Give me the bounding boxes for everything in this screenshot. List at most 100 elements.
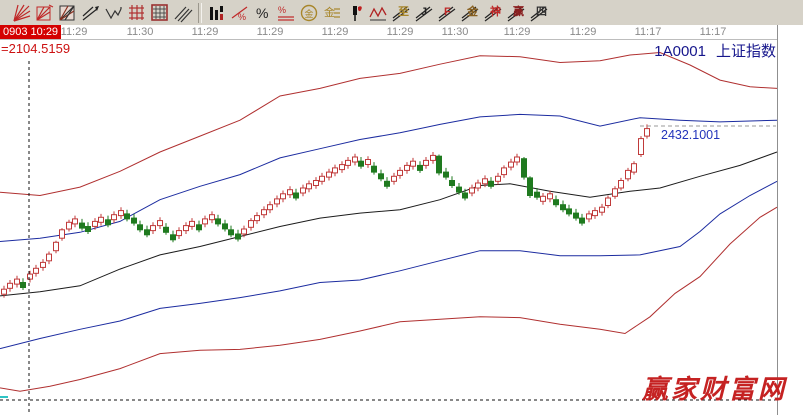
candle-body [625, 169, 631, 180]
candle-body [131, 217, 137, 224]
svg-text:金: 金 [305, 8, 314, 19]
candle-body [202, 218, 208, 225]
new-window-icon[interactable] [0, 2, 10, 24]
gann-square-icon[interactable] [57, 2, 79, 24]
candle-body [495, 175, 501, 182]
candle-body [59, 229, 65, 239]
candle-body [254, 215, 260, 222]
svg-text:赢: 赢 [513, 4, 524, 18]
f-line-icon[interactable]: F [436, 2, 458, 24]
candle-body [501, 167, 507, 176]
candle-body [514, 156, 520, 163]
candle-body [215, 218, 221, 225]
time-tick-label: 11:30 [441, 26, 469, 38]
candle-body [423, 159, 429, 166]
candle-body [527, 177, 533, 196]
candle-body [326, 171, 332, 178]
candle-body [27, 273, 33, 280]
candle-body [566, 208, 572, 215]
candle-body [638, 138, 644, 155]
candle-body [599, 206, 605, 213]
candle-body [391, 175, 397, 182]
site-watermark: 赢家财富网 [642, 375, 788, 405]
candle-body [605, 197, 611, 206]
grid-icon[interactable] [126, 2, 148, 24]
candle-body [66, 221, 72, 230]
si-line-icon[interactable]: 四 [528, 2, 550, 24]
candle-body [46, 253, 52, 262]
candle-body [534, 191, 540, 198]
candle-body [644, 128, 650, 137]
candle-body [79, 222, 85, 229]
crosshair-price-label: =2104.5159 [1, 41, 71, 56]
candle-body [586, 213, 592, 220]
candle-body [332, 167, 338, 174]
crosshair-datetime-badge: 0903 10:29 [0, 25, 62, 39]
middle-black-line [0, 151, 778, 297]
candle-body [274, 198, 280, 205]
grid-frame-icon[interactable] [149, 2, 171, 24]
j-line-icon[interactable]: J [413, 2, 435, 24]
parallel-lines-icon[interactable] [172, 2, 194, 24]
candle-body [482, 178, 488, 185]
symbol-title: 1A0001 上证指数 [560, 40, 776, 61]
percent-retrace-icon[interactable]: % [229, 2, 251, 24]
candle-body [183, 225, 189, 232]
ying-line-icon[interactable]: 赢 [505, 2, 527, 24]
candle-body [118, 210, 124, 217]
symbol-code: 1A0001 [654, 43, 706, 60]
candle-body [358, 160, 364, 167]
ink-brush-icon[interactable] [344, 2, 366, 24]
candle-body [124, 213, 130, 220]
candle-body [371, 165, 377, 173]
ray-fan-icon[interactable] [11, 2, 33, 24]
upper-red-envelope [0, 51, 778, 197]
candle-body [345, 159, 351, 166]
trend-lines-icon[interactable] [80, 2, 102, 24]
gold-char-icon[interactable]: 至 [390, 2, 412, 24]
time-tick-label: 11:29 [191, 26, 219, 38]
drawing-toolbar: %%% 金金至 J F 金神赢四 [0, 0, 803, 25]
symbol-name: 上证指数 [715, 43, 776, 60]
gold-coin-icon[interactable]: 金 [298, 2, 320, 24]
candle-body [488, 180, 494, 187]
jin-line-icon[interactable]: 金 [459, 2, 481, 24]
gann-box-icon[interactable] [34, 2, 56, 24]
last-price-label: 2432.1001 [661, 128, 721, 142]
time-tick-label: 11:29 [321, 26, 349, 38]
candle-body [163, 226, 169, 233]
candle-body [573, 212, 579, 219]
candle-body [235, 233, 241, 240]
candle-body [352, 156, 358, 163]
candle-body [579, 217, 585, 224]
candle-body [293, 192, 299, 199]
candle-body [241, 228, 247, 235]
time-tick-label: 11:29 [503, 26, 531, 38]
candle-body [456, 186, 462, 193]
price-chart-canvas[interactable] [0, 25, 803, 415]
svg-text:四: 四 [536, 5, 547, 18]
chart-right-border [777, 25, 778, 415]
svg-text:J: J [421, 6, 427, 18]
gold-lines-icon[interactable]: 金 [321, 2, 343, 24]
candle-body [228, 229, 234, 236]
candle-body [300, 187, 306, 194]
candle-body [98, 216, 104, 223]
left-edge-cyan-tick [0, 396, 8, 398]
candle-body [222, 223, 228, 230]
candle-body [462, 192, 468, 199]
svg-text:%: % [238, 12, 246, 22]
svg-text:神: 神 [490, 4, 501, 18]
candle-body [339, 164, 345, 171]
shen-line-icon[interactable]: 神 [482, 2, 504, 24]
candle-body [475, 182, 481, 189]
candle-body [157, 220, 163, 227]
time-tick-label: 11:29 [256, 26, 284, 38]
zigzag-icon[interactable] [103, 2, 125, 24]
candle-body [306, 183, 312, 190]
candle-body [14, 278, 20, 285]
volume-bars-icon[interactable] [206, 2, 228, 24]
wave-icon[interactable] [367, 2, 389, 24]
percent-channel-icon[interactable]: % [275, 2, 297, 24]
percent-icon[interactable]: % [252, 2, 274, 24]
